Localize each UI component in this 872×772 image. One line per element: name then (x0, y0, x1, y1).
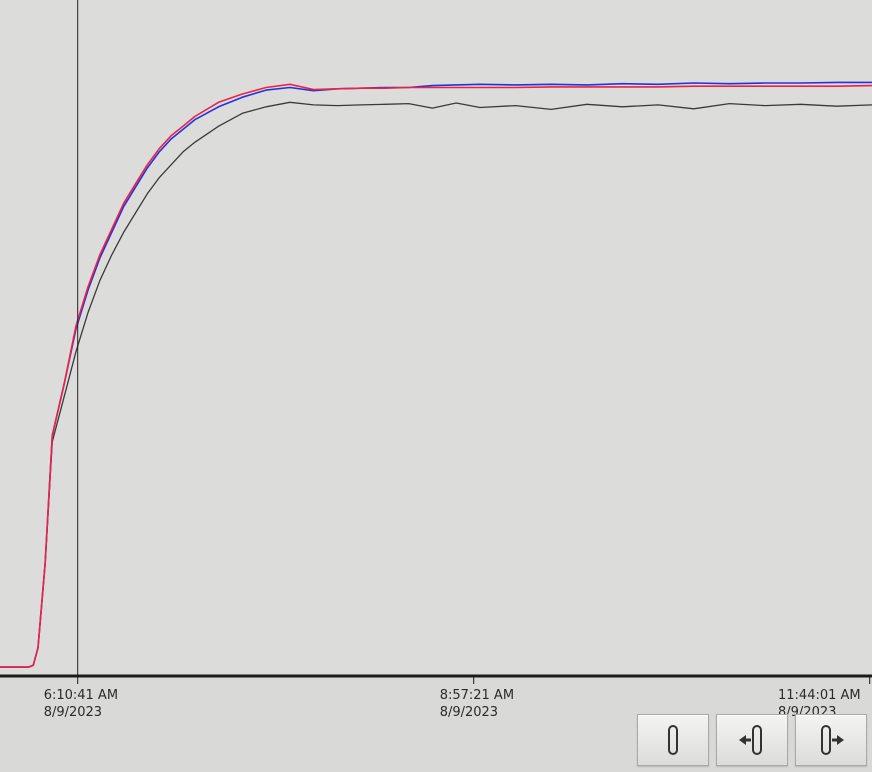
scroll-left-button[interactable] (716, 714, 788, 766)
x-tick-time-label: 6:10:41 AM (44, 688, 118, 703)
plot-area (0, 0, 872, 676)
scroll-right-icon (821, 725, 844, 755)
pause-bar-icon (668, 725, 678, 755)
x-tick-time-label: 8:57:21 AM (440, 688, 514, 703)
scroll-right-button[interactable] (795, 714, 867, 766)
x-tick-time-label: 11:44:01 AM (778, 688, 861, 703)
pause-button[interactable] (637, 714, 709, 766)
x-tick-date-label: 8/9/2023 (44, 705, 102, 720)
x-axis-ticks: 6:10:41 AM 8/9/2023 8:57:21 AM 8/9/2023 11:4… (44, 676, 871, 720)
x-tick-date-label: 8/9/2023 (440, 705, 498, 720)
series-line-1 (0, 83, 872, 668)
scroll-left-icon (739, 725, 762, 755)
series-layer (0, 81, 872, 668)
